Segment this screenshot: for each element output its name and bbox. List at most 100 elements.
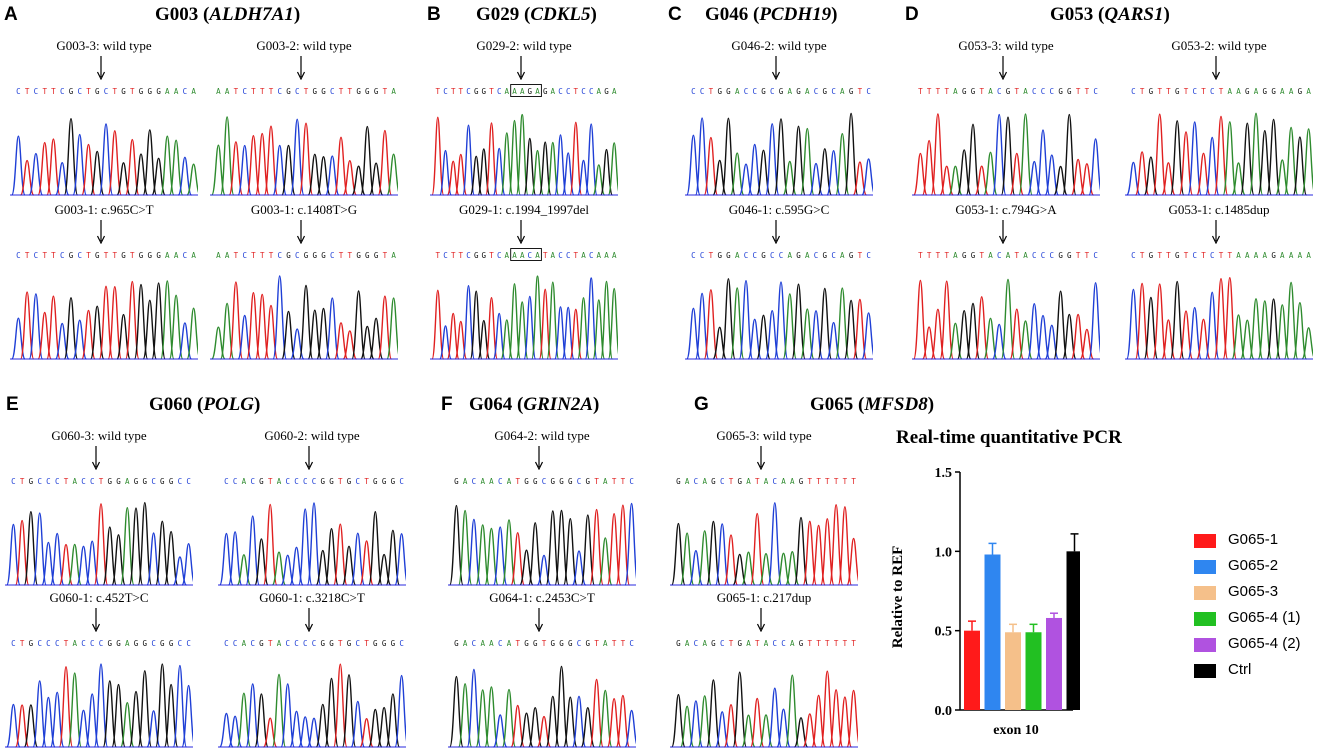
bar-g065-4-1 — [1025, 632, 1042, 710]
base-call: T — [86, 87, 91, 96]
sample-label: G060-1: c.452T>C — [49, 590, 149, 605]
base-call: A — [1298, 251, 1303, 260]
base-call: C — [151, 639, 156, 648]
base-call: T — [268, 477, 273, 486]
base-call: T — [113, 87, 118, 96]
base-call: G — [134, 477, 139, 486]
base-call: G — [148, 251, 153, 260]
base-call: A — [507, 639, 512, 648]
base-call: A — [1280, 251, 1285, 260]
trace-peak — [32, 680, 47, 748]
base-call: T — [489, 87, 494, 96]
trace-peak — [377, 295, 393, 360]
base-call: C — [498, 639, 503, 648]
chromatogram-g046-2: G046-2: wild type C C T G G A C C G C G A G A C G C A G T C — [685, 38, 873, 198]
base-call: C — [629, 477, 634, 486]
trace-peak — [515, 113, 529, 196]
base-call: C — [1093, 251, 1098, 260]
trace-peak — [262, 503, 278, 586]
arrow-down-icon — [96, 220, 106, 244]
base-call: C — [581, 87, 586, 96]
trace-peak — [1301, 327, 1313, 360]
base-call: C — [186, 477, 191, 486]
base-call: A — [520, 87, 525, 96]
base-call: G — [962, 251, 967, 260]
base-call: A — [781, 477, 786, 486]
trace-peak — [439, 149, 452, 196]
chart-title: Real-time quantitative PCR — [896, 427, 1122, 448]
base-call: G — [1149, 251, 1154, 260]
trace-peak — [462, 124, 475, 196]
base-call: T — [1140, 87, 1145, 96]
sample-label: G053-3: wild type — [958, 38, 1054, 53]
trace-peak — [510, 531, 525, 586]
base-call: G — [586, 477, 591, 486]
base-call: A — [507, 477, 512, 486]
base-call: C — [1131, 251, 1136, 260]
trace-peak — [861, 312, 873, 360]
trace-peak — [186, 307, 198, 360]
sample-label: G003-1: c.965C>T — [54, 202, 154, 217]
base-call: G — [374, 251, 379, 260]
trace-peak — [1088, 282, 1100, 360]
trace-peak — [245, 683, 260, 748]
base-call: A — [1254, 251, 1259, 260]
trace-peak — [385, 529, 401, 586]
legend-label: G065-3 — [1228, 583, 1279, 600]
sample-label: G003-2: wild type — [256, 38, 352, 53]
trace-peak — [377, 129, 393, 196]
base-call: A — [764, 477, 769, 486]
base-call: T — [825, 639, 830, 648]
base-call: C — [11, 477, 16, 486]
base-call: G — [356, 251, 361, 260]
gene-name: GRIN2A — [523, 394, 594, 415]
base-call: G — [313, 251, 318, 260]
trace-peak — [219, 712, 234, 748]
trace-peak — [545, 510, 560, 586]
y-tick-label: 0.5 — [935, 625, 953, 640]
base-call: T — [1219, 251, 1224, 260]
base-call: G — [482, 87, 487, 96]
base-call: A — [174, 87, 179, 96]
base-call: G — [971, 251, 976, 260]
sample-label: G046-1: c.595G>C — [728, 202, 830, 217]
base-call: C — [90, 639, 95, 648]
trace-peak — [63, 297, 79, 360]
base-call: T — [99, 477, 104, 486]
trace-peak — [67, 672, 82, 748]
base-call: G — [347, 639, 352, 648]
trace-peak — [155, 663, 170, 748]
trace-peak — [333, 663, 348, 748]
trace-peak — [598, 689, 613, 748]
trace-peak — [93, 503, 109, 586]
panel-letter-a: A — [4, 4, 18, 25]
base-call: G — [69, 251, 74, 260]
base-call: T — [1015, 251, 1020, 260]
trace-peak — [58, 666, 74, 748]
base-call: G — [1298, 87, 1303, 96]
base-call: C — [744, 251, 749, 260]
trace-peak — [1053, 290, 1068, 360]
base-call: A — [191, 87, 196, 96]
base-call: C — [46, 477, 51, 486]
base-call: G — [1271, 251, 1276, 260]
base-call: T — [364, 477, 369, 486]
base-call: G — [143, 639, 148, 648]
trace-peak — [846, 689, 858, 748]
base-call: G — [134, 639, 139, 648]
base-call: G — [559, 477, 564, 486]
sample-label: G053-1: c.794G>A — [955, 202, 1057, 217]
trace-peak — [32, 512, 47, 586]
base-call: A — [72, 639, 77, 648]
base-call: C — [46, 639, 51, 648]
base-call: C — [224, 477, 229, 486]
trace-peak — [1134, 282, 1150, 360]
trace-peak — [837, 506, 853, 586]
group-id: G046 — [705, 4, 749, 25]
trace-peak — [457, 509, 473, 586]
trace-peak — [107, 285, 122, 360]
trace-peak — [791, 283, 806, 360]
base-call: A — [603, 639, 608, 648]
base-call: T — [858, 251, 863, 260]
